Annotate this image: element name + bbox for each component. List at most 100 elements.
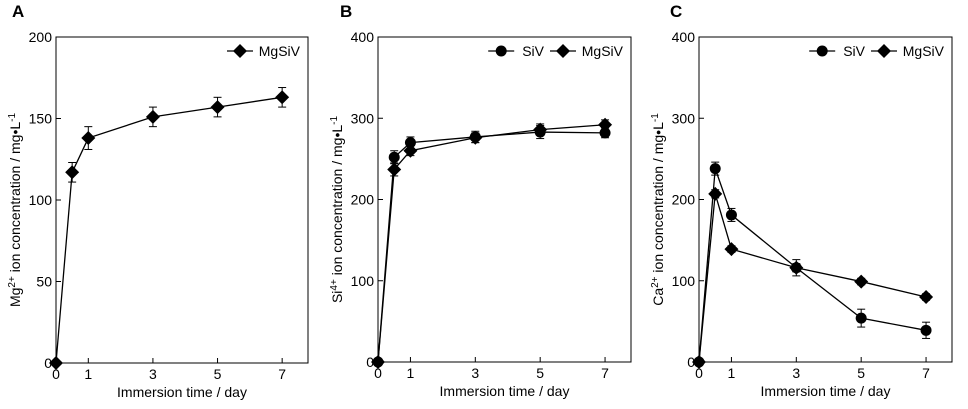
legend-marker xyxy=(877,44,891,58)
y-label-text: ion concentration / mg•L xyxy=(329,125,345,280)
y-label-superscript: -1 xyxy=(7,113,18,122)
x-axis-label: Immersion time / day xyxy=(440,383,570,399)
y-label-text: ion concentration / mg•L xyxy=(7,122,23,277)
plot-frame xyxy=(377,36,632,363)
x-tick-label: 7 xyxy=(278,366,286,382)
y-axis-label: Si4+ ion concentration / mg•L-1 xyxy=(329,116,346,304)
data-point xyxy=(919,290,934,304)
x-tick-label: 1 xyxy=(407,365,415,381)
x-tick-label: 1 xyxy=(728,365,736,381)
data-point xyxy=(854,274,869,289)
y-label-superscript: 2+ xyxy=(7,276,18,288)
series-siv xyxy=(372,125,611,368)
data-point xyxy=(371,355,385,369)
series-line xyxy=(377,124,606,363)
series-line xyxy=(377,131,606,363)
data-point xyxy=(468,130,483,145)
x-tick-label: 7 xyxy=(601,365,609,381)
data-point xyxy=(692,355,706,369)
y-tick-label: 0 xyxy=(687,354,695,370)
series-mgsiv xyxy=(49,87,290,370)
series-siv xyxy=(693,161,932,368)
legend-label: MgSiV xyxy=(259,43,301,59)
y-tick-label: 300 xyxy=(351,110,375,126)
y-tick-label: 0 xyxy=(44,355,52,371)
legend-label: MgSiV xyxy=(903,43,945,59)
legend-label: SiV xyxy=(522,43,544,59)
y-tick-label: 50 xyxy=(36,274,52,290)
x-tick-label: 0 xyxy=(52,366,60,382)
y-tick-label: 400 xyxy=(672,29,696,45)
data-point xyxy=(65,165,80,180)
legend-label: MgSiV xyxy=(582,43,624,59)
y-label-superscript: -1 xyxy=(329,116,340,125)
series-line xyxy=(55,96,283,364)
plot-frame xyxy=(698,36,953,363)
legend-marker xyxy=(556,44,570,58)
x-tick-label: 3 xyxy=(792,365,800,381)
plot-frame xyxy=(55,36,309,364)
y-axis-label: Mg2+ ion concentration / mg•L-1 xyxy=(7,113,24,308)
legend: MgSiV SiV xyxy=(488,43,624,59)
panel-b: B 0 100 200 300 400 0 1 3 5 7 Immersion time / day S… xyxy=(329,2,632,399)
legend: MgSiV SiV xyxy=(809,43,945,59)
x-axis-label: Immersion time / day xyxy=(117,384,247,400)
data-point xyxy=(275,90,290,105)
series-mgsiv xyxy=(371,117,613,369)
y-tick-label: 300 xyxy=(672,110,696,126)
series-mgsiv xyxy=(692,186,934,369)
panel-a: A 0 50 100 150 200 0 1 3 5 7 Immersion time / day Mg… xyxy=(7,2,309,400)
data-point xyxy=(598,117,613,132)
y-label-text: Ca xyxy=(650,288,666,306)
y-label-superscript: -1 xyxy=(650,113,661,122)
x-tick-label: 3 xyxy=(149,366,157,382)
y-label-text: Si xyxy=(329,291,345,303)
data-point xyxy=(724,242,739,257)
y-label-superscript: 2+ xyxy=(650,276,661,288)
data-point xyxy=(387,162,402,177)
data-point xyxy=(388,151,400,163)
y-tick-label: 0 xyxy=(366,354,374,370)
data-point xyxy=(725,209,737,221)
data-point xyxy=(49,356,63,370)
legend: MgSiV xyxy=(227,43,301,59)
x-tick-label: 5 xyxy=(536,365,544,381)
data-point xyxy=(789,260,804,275)
data-point xyxy=(920,324,932,336)
data-point xyxy=(403,143,418,158)
panel-letter: B xyxy=(340,2,352,21)
y-axis-label: Ca2+ ion concentration / mg•L-1 xyxy=(650,113,667,306)
data-point xyxy=(709,163,721,175)
x-tick-label: 7 xyxy=(922,365,930,381)
x-tick-label: 5 xyxy=(857,365,865,381)
panel-letter: A xyxy=(12,2,24,21)
data-point xyxy=(708,186,723,201)
data-point xyxy=(533,122,548,137)
x-axis-label: Immersion time / day xyxy=(761,383,891,399)
data-point xyxy=(145,109,160,124)
y-label-text: ion concentration / mg•L xyxy=(650,122,666,277)
y-tick-label: 100 xyxy=(29,192,53,208)
y-tick-label: 150 xyxy=(29,111,53,127)
legend-marker xyxy=(495,45,507,57)
y-tick-label: 100 xyxy=(351,273,375,289)
panel-c: C 0 100 200 300 400 0 1 3 5 7 Immersion time / day C… xyxy=(650,2,953,399)
x-tick-label: 5 xyxy=(214,366,222,382)
legend-marker xyxy=(233,44,247,58)
x-tick-label: 0 xyxy=(374,365,382,381)
y-label-text: Mg xyxy=(7,288,23,307)
x-tick-label: 3 xyxy=(471,365,479,381)
x-tick-label: 1 xyxy=(84,366,92,382)
y-tick-label: 200 xyxy=(29,29,53,45)
x-tick-label: 0 xyxy=(695,365,703,381)
panel-letter: C xyxy=(670,2,682,21)
data-point xyxy=(855,312,867,324)
y-tick-label: 400 xyxy=(351,29,375,45)
legend-label: SiV xyxy=(843,43,865,59)
legend-marker xyxy=(816,45,828,57)
y-label-superscript: 4+ xyxy=(329,279,340,291)
y-tick-label: 100 xyxy=(672,273,696,289)
data-point xyxy=(210,100,225,115)
series-line xyxy=(698,193,927,363)
